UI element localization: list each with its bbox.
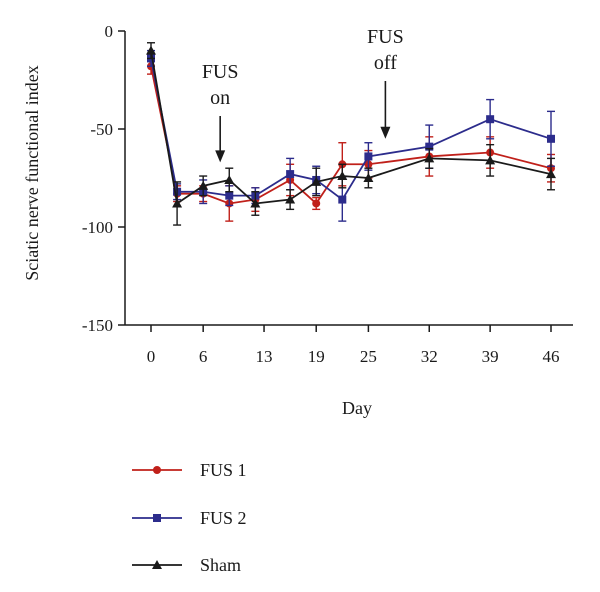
y-ticks: 0 -50 -100 -150 <box>82 22 125 335</box>
data-point <box>363 173 374 182</box>
x-tick-label: 13 <box>256 347 273 366</box>
legend-swatch-marker <box>152 560 162 569</box>
legend-item-sham: Sham <box>132 555 241 575</box>
y-tick-label: -50 <box>90 120 113 139</box>
x-tick-label: 39 <box>482 347 499 366</box>
data-point <box>364 152 373 161</box>
x-ticks: 0 6 13 19 25 32 39 46 <box>147 325 560 366</box>
data-point <box>286 170 295 179</box>
legend-label: FUS 2 <box>200 508 247 528</box>
series-sham <box>146 42 556 226</box>
y-tick-label: 0 <box>105 22 114 41</box>
data-point <box>547 134 555 143</box>
x-tick-label: 32 <box>421 347 438 366</box>
data-point <box>424 153 435 163</box>
legend-item-fus-1: FUS 1 <box>132 460 247 480</box>
legend-label: FUS 1 <box>200 460 247 480</box>
x-tick-label: 25 <box>360 347 377 366</box>
data-point <box>546 169 556 179</box>
legend-swatch-marker <box>153 514 161 522</box>
legend-item-fus-2: FUS 2 <box>132 508 247 528</box>
legend-swatch-marker <box>153 466 161 474</box>
data-point <box>312 199 321 208</box>
y-tick-label: -100 <box>82 218 113 237</box>
x-tick-label: 6 <box>199 347 208 366</box>
x-tick-label: 0 <box>147 347 156 366</box>
annotations: FUS on FUS off <box>202 26 404 163</box>
data-point <box>338 195 347 204</box>
x-axis-title: Day <box>342 398 372 418</box>
annotation-fus-off-text: FUS <box>367 26 404 48</box>
legend: FUS 1 FUS 2 Sham <box>132 460 247 575</box>
y-axis-title: Sciatic nerve functional index <box>22 65 42 280</box>
data-point <box>225 191 234 200</box>
data-point <box>250 198 261 208</box>
data-point <box>485 155 496 165</box>
axes: 0 -50 -100 -150 0 6 13 19 25 32 39 46 Day Sciatic … <box>22 22 573 418</box>
annotation-fus-on-text: on <box>210 87 230 109</box>
data-point <box>146 45 156 55</box>
plot-series <box>146 42 556 226</box>
data-point <box>172 198 183 208</box>
data-point <box>486 115 495 124</box>
annotation-fus-off-text: off <box>374 52 397 74</box>
data-point <box>337 171 348 181</box>
x-tick-label: 19 <box>308 347 325 366</box>
data-point <box>224 174 235 184</box>
y-tick-label: -150 <box>82 316 113 335</box>
x-tick-label: 46 <box>543 347 560 366</box>
series-line <box>150 58 552 201</box>
annotation-fus-off-arrow-head <box>380 126 391 139</box>
data-point <box>198 180 209 190</box>
data-point <box>311 176 322 186</box>
legend-label: Sham <box>200 555 241 575</box>
data-point <box>285 194 296 204</box>
annotation-fus-on-arrow-head <box>215 150 226 163</box>
annotation-fus-on-text: FUS <box>202 61 239 83</box>
data-point <box>425 142 434 151</box>
